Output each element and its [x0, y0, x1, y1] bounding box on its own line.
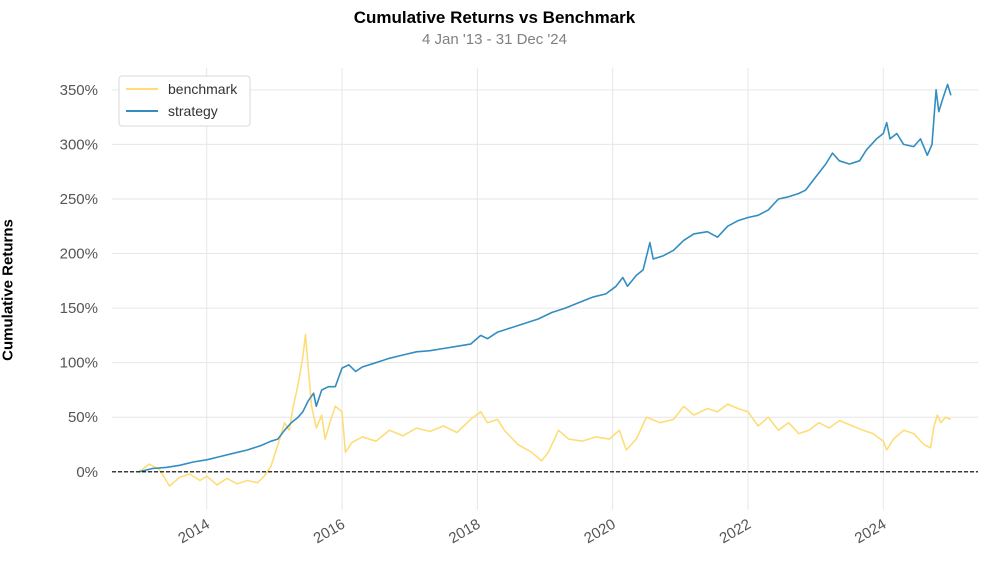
y-tick-label: 150% — [60, 300, 98, 317]
chart-subtitle: 4 Jan '13 - 31 Dec '24 — [422, 31, 567, 48]
y-tick-label: 0% — [76, 464, 98, 481]
chart-title: Cumulative Returns vs Benchmark — [353, 8, 636, 27]
x-tick-label: 2014 — [175, 516, 212, 547]
y-tick-label: 250% — [60, 191, 98, 208]
y-tick-label: 300% — [60, 136, 98, 153]
x-tick-label: 2020 — [581, 516, 618, 547]
series-line-strategy — [138, 83, 952, 473]
series-line-benchmark — [138, 333, 952, 487]
x-tick-label: 2024 — [852, 516, 889, 547]
y-tick-label: 350% — [60, 82, 98, 99]
x-tick-label: 2018 — [446, 516, 483, 547]
y-tick-label: 100% — [60, 355, 98, 372]
x-tick-label: 2022 — [717, 516, 754, 547]
y-tick-label: 50% — [68, 409, 98, 426]
legend-label-benchmark: benchmark — [168, 81, 238, 97]
legend-label-strategy: strategy — [168, 103, 218, 119]
y-tick-label: 200% — [60, 246, 98, 263]
x-tick-label: 2016 — [311, 516, 348, 547]
